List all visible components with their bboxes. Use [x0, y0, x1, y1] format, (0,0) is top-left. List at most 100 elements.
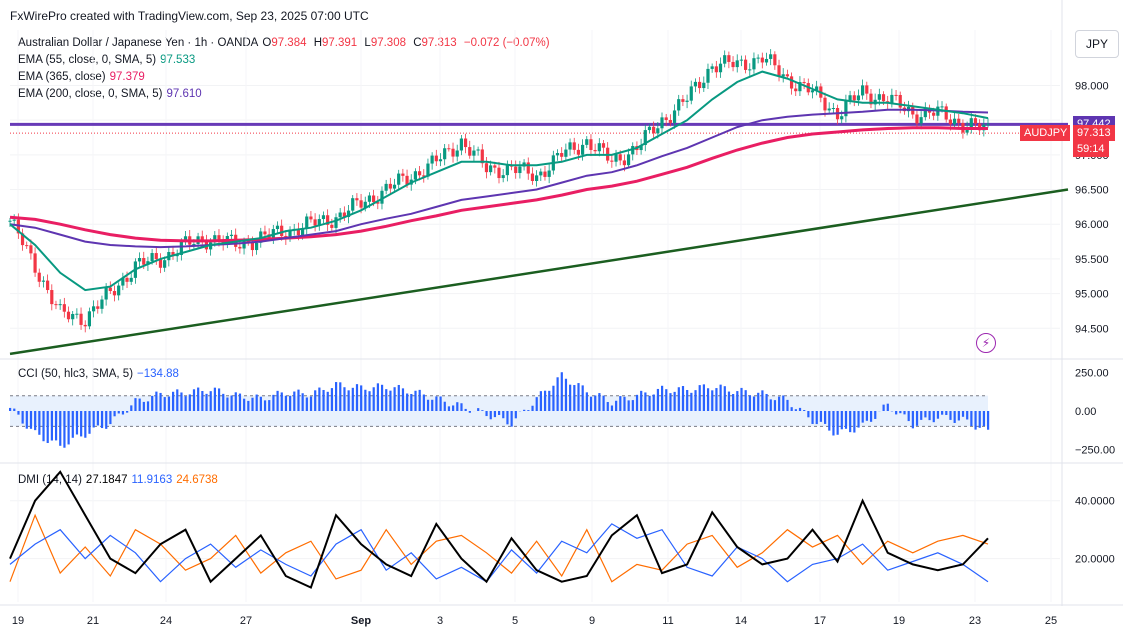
cci-bar [146, 401, 150, 411]
cci-bar [213, 387, 216, 411]
candle-body [647, 126, 652, 131]
cci-bar [803, 410, 806, 411]
cci-bar [330, 388, 334, 411]
candle-body [827, 108, 831, 111]
cci-bar [644, 392, 647, 411]
cci-bar [192, 389, 196, 411]
cci-bar [50, 411, 53, 441]
cci-bar [29, 411, 33, 429]
cci-bar [443, 401, 446, 411]
candle-body [735, 60, 739, 68]
cci-bar [945, 411, 948, 415]
cci-bar [209, 391, 212, 411]
candle-body [430, 155, 434, 164]
cci-bar [109, 411, 112, 425]
chart-attribution: FxWirePro created with TradingView.com, … [10, 9, 369, 23]
candle-body [83, 324, 87, 327]
cci-bar [828, 411, 831, 431]
cci-bar [778, 396, 781, 411]
cci-bar [706, 388, 710, 411]
cci-bar [941, 411, 944, 415]
candle-body [957, 118, 961, 123]
candle-body [944, 106, 948, 120]
candle-body [192, 244, 196, 246]
candle-body [29, 245, 33, 254]
candle-body [154, 253, 158, 260]
cci-bar [351, 387, 354, 411]
cci-bar [243, 398, 246, 411]
cci-bar [832, 411, 835, 436]
candle-body [877, 94, 881, 100]
candle-body [455, 150, 459, 157]
candle-body [781, 74, 785, 77]
cci-bar [9, 407, 12, 411]
dmi-legend[interactable]: DMI (14, 14) 27.1847 11.9163 24.6738 [18, 474, 218, 486]
trendline-group [9, 188, 1069, 356]
candle-body [346, 210, 351, 218]
candle-body [618, 154, 622, 161]
time-tick-label: 21 [87, 615, 99, 627]
candle-body [46, 280, 50, 291]
candle-body [179, 241, 183, 255]
cci-bar [201, 391, 204, 411]
cci-bar [652, 394, 655, 411]
cci-bar [280, 392, 283, 411]
candle-body [175, 254, 179, 257]
candle-body [948, 119, 952, 125]
cci-histogram-group [9, 372, 990, 448]
price-change: −0.072 (−0.07%) [463, 37, 550, 49]
candle-body [840, 116, 844, 120]
cci-legend[interactable]: CCI (50, hlc3, SMA, 5) −134.88 [18, 368, 179, 380]
candle-body [794, 88, 798, 92]
candle-body [589, 139, 593, 150]
lightning-icon[interactable]: ⚡ [976, 333, 996, 353]
cci-axis: 250.00 0.00 −250.00 [1075, 368, 1115, 457]
cci-tick-label: 0.00 [1075, 406, 1096, 418]
cci-bar [34, 411, 37, 431]
cci-bar [263, 400, 267, 411]
cci-bar [155, 391, 158, 411]
cci-bar [259, 396, 262, 411]
cci-bar [468, 411, 471, 413]
candle-body [852, 95, 856, 101]
symbol-name[interactable]: Australian Dollar / Japanese Yen · 1h · … [18, 37, 259, 49]
cci-bar [874, 411, 877, 419]
ohlc-h: H97.391 [313, 37, 358, 49]
candle-body [438, 159, 443, 162]
cci-bar [773, 400, 777, 411]
cci-bar [184, 396, 187, 411]
cci-bar [602, 395, 605, 411]
candle-body [229, 234, 234, 237]
cci-bar [723, 386, 726, 411]
cci-bar [531, 405, 534, 411]
ema200-legend[interactable]: EMA (200, close, 0, SMA, 5) 97.610 [18, 88, 202, 100]
candle-body [480, 149, 484, 164]
candle-body [861, 85, 865, 96]
cci-bar [514, 411, 517, 419]
cci-bar [309, 396, 313, 411]
time-tick-label: 23 [969, 615, 981, 627]
candle-body [710, 66, 714, 69]
ema55-legend[interactable]: EMA (55, close, 0, SMA, 5) 97.533 [18, 54, 196, 66]
candle-body [626, 154, 631, 166]
cci-bar [606, 402, 609, 411]
cci-bar [63, 411, 66, 448]
candle-body [773, 54, 777, 66]
candle-body [443, 148, 447, 160]
ohlc-c: C97.313 [413, 37, 457, 49]
cci-bar [268, 400, 271, 411]
candle-body [731, 61, 735, 68]
cci-bar [17, 411, 20, 415]
candle-body [706, 68, 710, 83]
candle-body [447, 148, 451, 150]
currency-button[interactable]: JPY [1075, 30, 1119, 58]
time-tick-label: 9 [589, 615, 595, 627]
cci-bar [970, 411, 973, 427]
ema365-legend[interactable]: EMA (365, close) 97.379 [18, 71, 145, 83]
cci-bar [523, 409, 526, 411]
header-bar: FxWirePro created with TradingView.com, … [0, 0, 1123, 30]
candle-body [200, 236, 204, 242]
cci-bar [105, 411, 108, 429]
candle-body [585, 139, 589, 145]
